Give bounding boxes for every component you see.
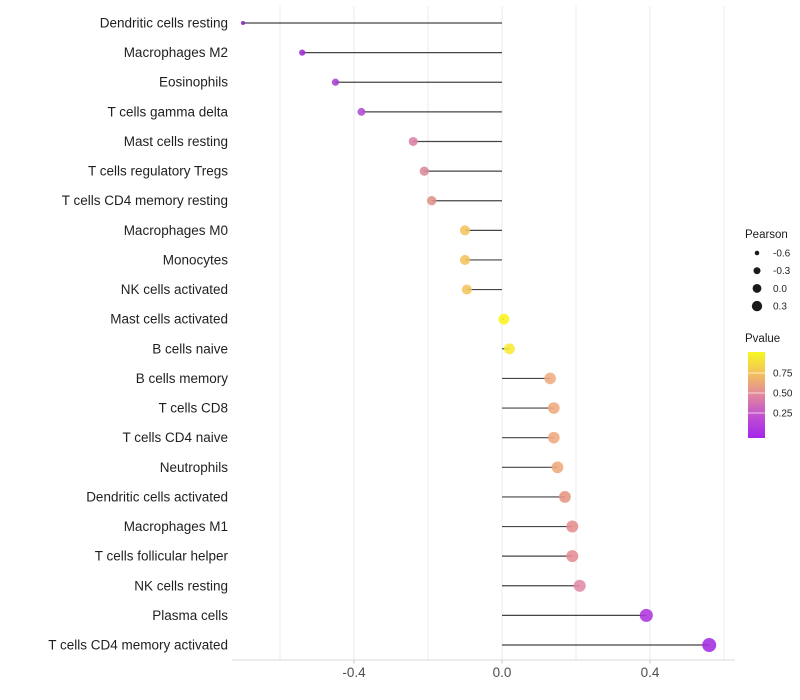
category-label: Mast cells activated (110, 312, 228, 327)
lollipop-dot (547, 431, 560, 444)
lollipop-dot (566, 520, 579, 533)
category-label: B cells memory (136, 371, 229, 386)
category-label: B cells naive (152, 341, 228, 356)
category-label: Macrophages M2 (124, 45, 228, 60)
category-label: Neutrophils (160, 460, 229, 475)
legend-size-dot (753, 267, 761, 275)
x-tick-label: -0.4 (342, 665, 366, 680)
legend-pvalue-title: Pvalue (745, 333, 781, 345)
legend-size-label: -0.6 (773, 249, 791, 260)
category-label: T cells CD4 memory activated (48, 638, 228, 653)
lollipop-dot (498, 313, 510, 325)
lollipop-dot (419, 166, 429, 176)
category-label: Eosinophils (159, 75, 228, 90)
lollipop-dot (426, 196, 437, 206)
lollipop-dot (459, 254, 471, 266)
lollipop-dot (459, 225, 471, 236)
category-label: T cells gamma delta (107, 104, 228, 119)
legend-gradient-label: 0.25 (773, 409, 793, 420)
lollipop-dot (299, 49, 306, 56)
lollipop-dot (503, 343, 515, 355)
category-label: Dendritic cells resting (100, 16, 228, 31)
category-label: T cells regulatory Tregs (88, 164, 228, 179)
category-label: Macrophages M0 (124, 223, 228, 238)
x-tick-label: 0.0 (493, 665, 512, 680)
category-label: Dendritic cells activated (86, 489, 228, 504)
lollipop-dot (547, 402, 560, 414)
lollipop-dot (240, 20, 246, 26)
category-label: Macrophages M1 (124, 519, 228, 534)
x-tick-label: 0.4 (641, 665, 660, 680)
lollipop-dot (551, 461, 564, 474)
legend-size-dot (751, 300, 763, 312)
lollipop-dot (461, 284, 472, 295)
category-label: T cells CD4 memory resting (62, 193, 228, 208)
legend-gradient-label: 0.75 (773, 369, 793, 380)
lollipop-dot (558, 490, 571, 503)
category-label: Monocytes (163, 252, 229, 267)
legend-size-label: 0.0 (773, 284, 787, 295)
lollipop-dot (408, 136, 418, 147)
legend-size-dot (754, 250, 760, 256)
lollipop-dot (544, 372, 556, 385)
legend-gradient-bar (748, 352, 765, 438)
lollipop-dot (566, 550, 579, 563)
lollipop-dot (639, 608, 653, 622)
legend-gradient-label: 0.50 (773, 389, 793, 400)
lollipop-dot (573, 579, 586, 592)
category-label: Plasma cells (152, 608, 228, 623)
legend-size-label: 0.3 (773, 302, 787, 313)
category-label: T cells follicular helper (95, 549, 229, 564)
category-label: Mast cells resting (124, 134, 228, 149)
legend-pearson-title: Pearson (745, 229, 788, 241)
category-label: T cells CD4 naive (122, 430, 228, 445)
category-label: T cells CD8 (158, 401, 228, 416)
lollipop-dot (702, 638, 717, 653)
category-label: NK cells resting (134, 578, 228, 593)
legend-size-dot (752, 283, 762, 293)
legend-size-label: -0.3 (773, 266, 791, 277)
lollipop-dot (331, 78, 340, 86)
category-label: NK cells activated (121, 282, 228, 297)
lollipop-dot (357, 107, 366, 116)
